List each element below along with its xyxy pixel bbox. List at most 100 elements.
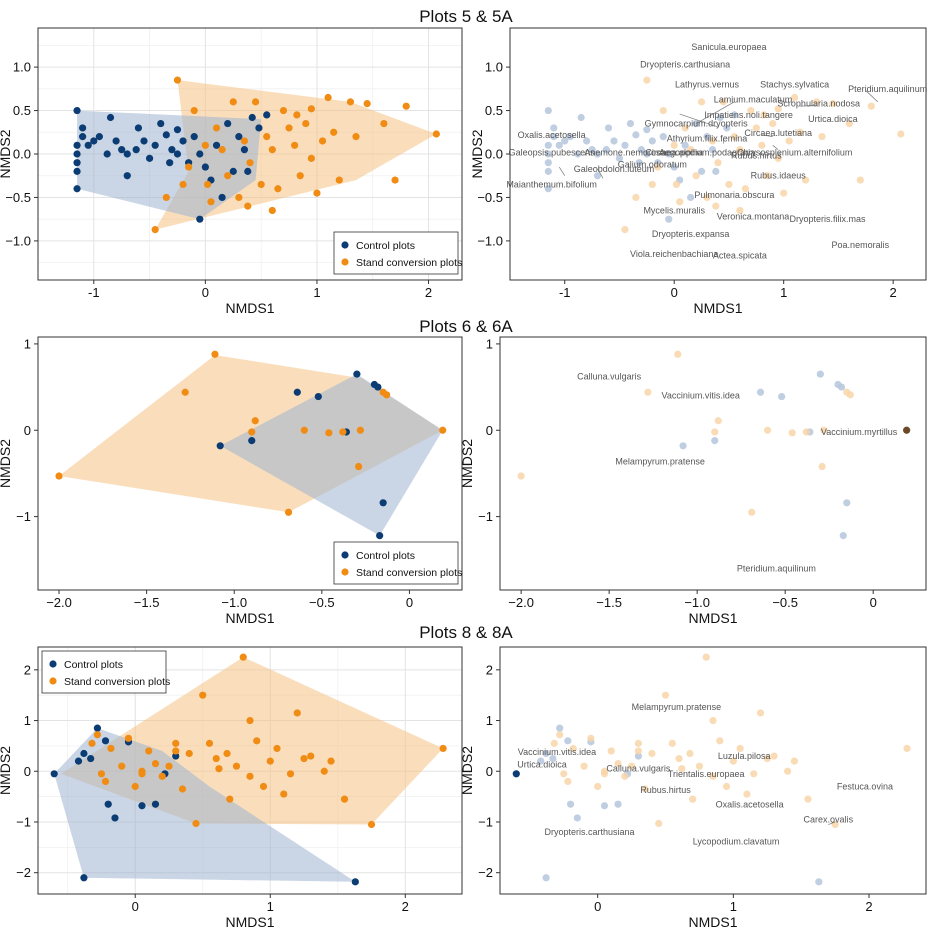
y-tick-label: 1	[24, 336, 31, 351]
stand-point-faded	[736, 206, 744, 215]
species-label: Dryopteris.carthusiana	[545, 827, 635, 837]
control-point	[73, 159, 81, 167]
y-tick-label: 1.0	[485, 60, 503, 75]
stand-point	[93, 731, 102, 739]
control-point	[140, 137, 148, 145]
stand-point	[313, 189, 321, 197]
y-tick-label: 0	[24, 764, 31, 779]
stand-point-faded	[564, 777, 572, 786]
stand-point	[251, 417, 259, 425]
y-tick-label: −1	[478, 509, 493, 524]
stand-point	[223, 749, 231, 758]
stand-point	[383, 391, 391, 399]
stand-point	[232, 762, 241, 770]
control-point	[90, 137, 98, 145]
y-tick-label: 1	[486, 336, 493, 351]
stand-point	[145, 747, 153, 755]
legend-control-label: Control plots	[356, 240, 415, 252]
stand-point-faded	[678, 765, 686, 773]
stand-point	[205, 739, 214, 747]
stand-point-faded	[820, 426, 828, 434]
stand-point-faded	[689, 795, 697, 803]
stand-point-faded	[867, 102, 875, 110]
x-tick-label: 1	[730, 899, 737, 914]
control-point	[263, 111, 271, 119]
panel-p3R: Melampyrum.pratense Vaccinium.vitis.idea L…	[459, 646, 927, 930]
stand-point-faded	[711, 428, 719, 436]
control-series	[50, 724, 359, 886]
stand-point	[246, 716, 254, 725]
stand-point-faded	[708, 137, 717, 145]
stand-point	[439, 426, 447, 434]
stand-point-faded	[712, 202, 720, 210]
control-point-faded	[716, 113, 724, 122]
y-tick-label: 0	[486, 423, 493, 438]
legend-stand-marker	[341, 568, 349, 576]
species-label: Trientalis.europaea	[668, 769, 745, 779]
stand-point	[226, 795, 234, 803]
stand-point	[131, 782, 139, 791]
x-tick-label: 2	[890, 285, 897, 300]
control-point-faded	[703, 133, 711, 141]
stand-point-faded	[580, 762, 588, 770]
stand-point-faded	[661, 691, 670, 699]
species-label: Festuca.ovina	[837, 781, 893, 791]
control-point-faded	[697, 167, 706, 175]
control-point	[374, 383, 382, 391]
y-tick-label: 1	[24, 713, 31, 728]
species-label: Calluna.vulgaris	[577, 372, 642, 382]
species-label: Rubus.idaeus	[751, 171, 807, 181]
x-tick-label: −1.5	[596, 595, 622, 610]
control-point	[123, 150, 131, 158]
stand-point	[190, 106, 198, 115]
control-point-faded	[544, 159, 552, 167]
stand-point-faded	[750, 770, 758, 778]
stand-point-faded	[788, 429, 796, 437]
species-label: Oxalis.acetosella	[518, 130, 586, 140]
panel-p1R: Sanicula.europaea Dryopteris.carthusiana L…	[469, 27, 927, 316]
y-tick-label: 0.5	[485, 103, 503, 118]
control-point-faded	[632, 131, 640, 139]
plot-frame	[499, 336, 927, 591]
stand-point	[279, 106, 288, 115]
y-tick-label: 2	[24, 662, 31, 677]
species-label: Luzula.pilosa	[718, 751, 771, 761]
species-label: Dryopteris.expansa	[652, 229, 730, 239]
stand-point-faded	[697, 98, 706, 106]
stand-point	[257, 180, 265, 189]
stand-point-faded	[796, 128, 804, 136]
stand-point	[285, 124, 293, 132]
stand-point	[107, 744, 115, 753]
stand-point	[307, 154, 315, 162]
x-axis-title: NMDS1	[688, 610, 737, 626]
stand-point	[251, 98, 260, 106]
control-point	[244, 167, 252, 175]
y-tick-label: −0.5	[477, 190, 503, 205]
control-point	[111, 814, 119, 822]
control-point	[166, 159, 174, 167]
stand-point-faded	[676, 198, 684, 206]
control-series	[216, 370, 387, 540]
stand-point-faded	[587, 734, 595, 742]
stand-point	[215, 765, 223, 773]
control-point	[151, 141, 159, 149]
x-tick-label: 0	[870, 595, 877, 610]
control-point	[87, 754, 95, 763]
control-point-faded	[564, 737, 572, 745]
x-tick-label: 2	[865, 899, 872, 914]
faded-points	[544, 76, 905, 234]
species-label: Scrophularia.nodosa	[777, 99, 860, 109]
stand-point-faded	[736, 744, 744, 753]
highlight-point	[512, 770, 520, 778]
control-point	[50, 770, 58, 778]
panel-p3L: 0 1 2 −2 −1 0 1 2 NMDS1 NMDS2 Control plots Stand c…	[0, 646, 463, 930]
x-tick-label: 0	[594, 899, 601, 914]
stand-point	[224, 172, 232, 180]
legend-stand-label: Stand conversion plots	[64, 676, 170, 688]
faded-points	[512, 653, 911, 886]
leader-line	[695, 101, 735, 124]
stand-point-faded	[736, 146, 744, 154]
control-point	[216, 442, 224, 450]
panel-p2L: −2.0 −1.5 −1.0 −0.5 0 −1 0 1 NMDS1 NMDS2 Control p…	[0, 336, 463, 626]
y-tick-label: −2	[16, 865, 31, 880]
